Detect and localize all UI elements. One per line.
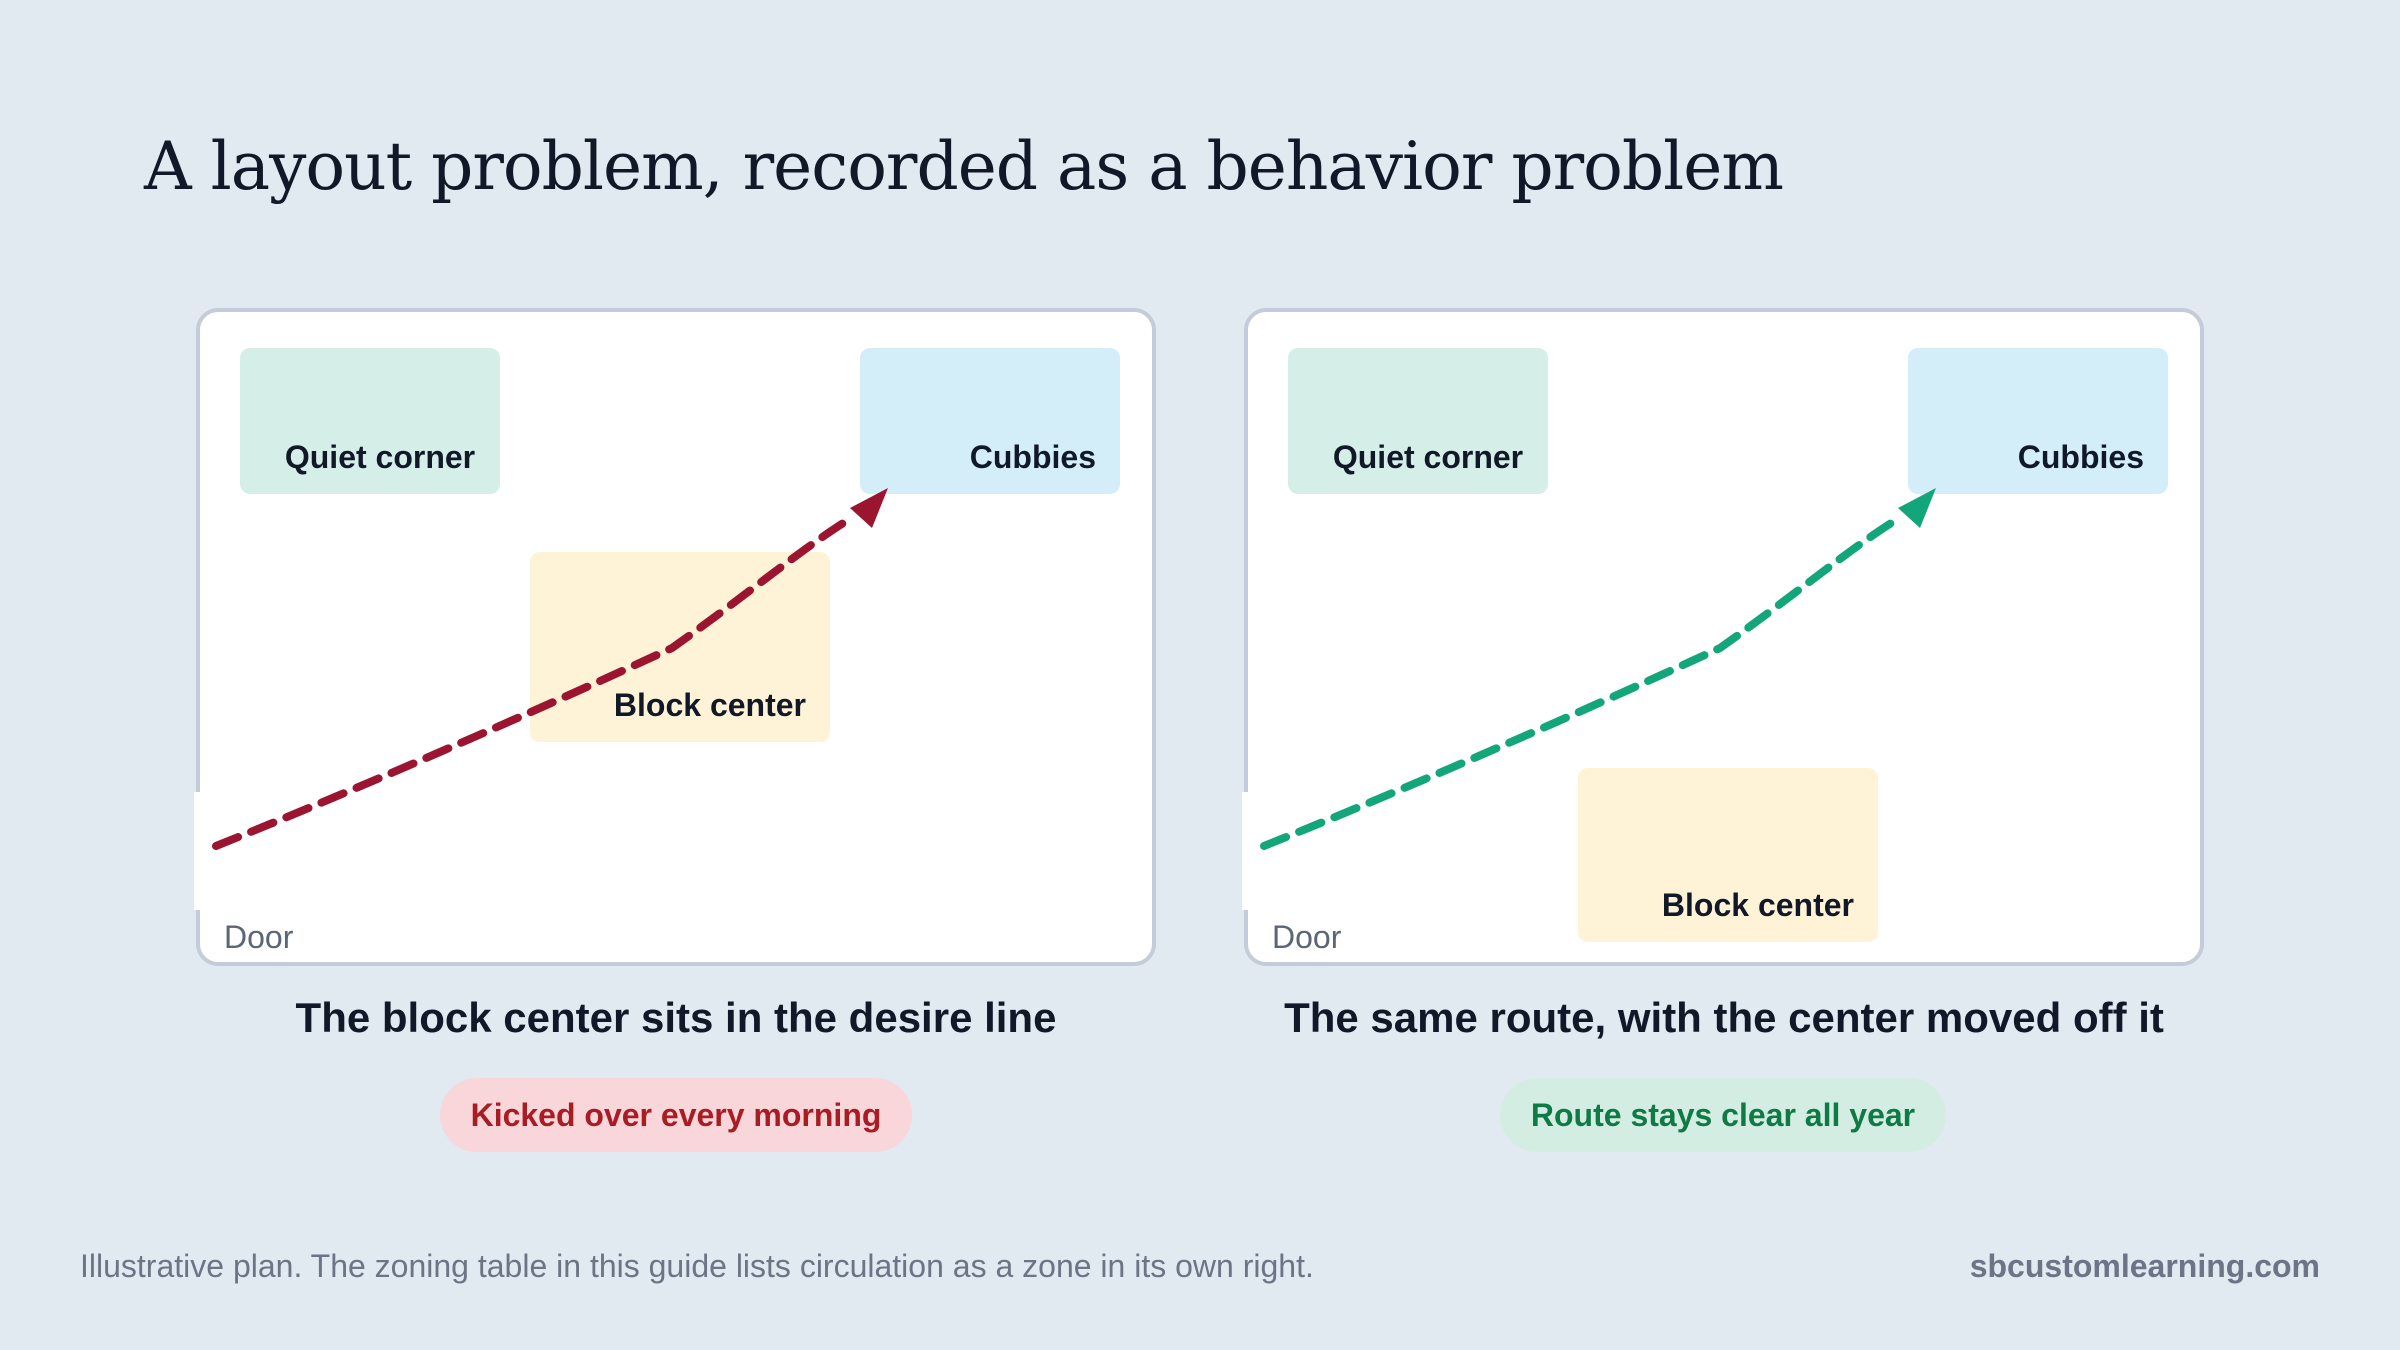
- status-badge-before: Kicked over every morning: [440, 1078, 912, 1152]
- quiet-corner-label: Quiet corner: [285, 439, 475, 475]
- block-center-label: Block center: [614, 687, 806, 723]
- door-opening: [1242, 792, 1254, 910]
- cubbies-zone: [1908, 348, 2168, 494]
- route-arrowhead: [850, 488, 888, 528]
- door-label: Door: [1272, 919, 1342, 955]
- page-title: A layout problem, recorded as a behavior…: [144, 128, 1784, 205]
- door-opening: [194, 792, 206, 910]
- cubbies-label: Cubbies: [2018, 439, 2144, 475]
- plan-after: Quiet corner Cubbies Block center Door: [1242, 308, 2204, 966]
- desire-line-route: [1260, 516, 1900, 850]
- status-badge-after: Route stays clear all year: [1500, 1078, 1946, 1152]
- cubbies-label: Cubbies: [970, 439, 1096, 475]
- desire-line-route: [212, 516, 852, 850]
- block-center-label: Block center: [1662, 887, 1854, 923]
- site-name: sbcustomlearning.com: [1969, 1248, 2320, 1284]
- block-center-zone: [1578, 768, 1878, 942]
- quiet-corner-zone: [1288, 348, 1548, 494]
- quiet-corner-label: Quiet corner: [1333, 439, 1523, 475]
- route-arrowhead: [1898, 488, 1936, 528]
- caption-after: The same route, with the center moved of…: [1284, 994, 2164, 1041]
- plan-before: Quiet corner Cubbies Block center Door: [194, 308, 1156, 966]
- quiet-corner-zone: [240, 348, 500, 494]
- cubbies-zone: [860, 348, 1120, 494]
- door-label: Door: [224, 919, 294, 955]
- footnote: Illustrative plan. The zoning table in t…: [80, 1248, 1314, 1284]
- caption-before: The block center sits in the desire line: [295, 994, 1057, 1041]
